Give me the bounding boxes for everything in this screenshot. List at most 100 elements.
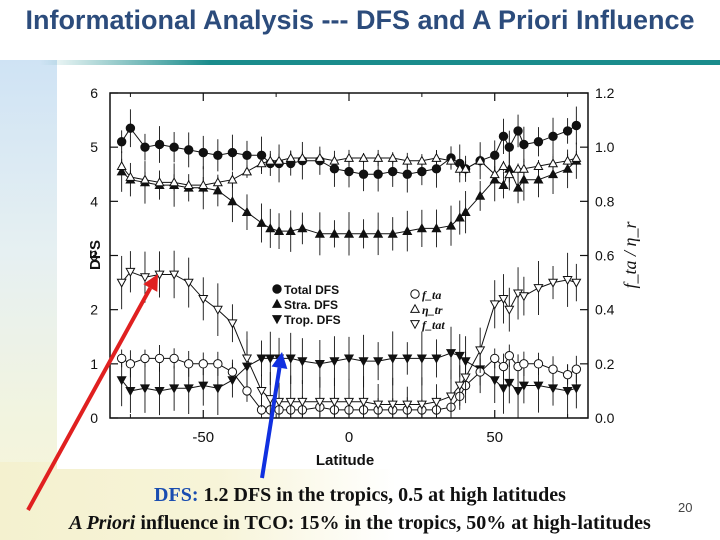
red-arrow — [26, 274, 158, 511]
y2-axis-label: f_ta / η_r — [620, 221, 640, 289]
legend-label: f_tat — [422, 318, 445, 332]
data-point — [329, 397, 340, 407]
data-point — [139, 174, 151, 184]
background-band-left — [0, 60, 57, 540]
data-point — [125, 171, 136, 181]
data-point — [213, 359, 223, 369]
data-point — [125, 387, 136, 397]
legend-label: Trop. DFS — [284, 313, 341, 327]
data-point — [169, 384, 180, 394]
data-point — [329, 357, 340, 367]
data-point — [388, 166, 398, 177]
data-point — [402, 400, 413, 410]
caption-apriori-text: influence in TCO: 15% in the tropics, 50… — [135, 512, 651, 534]
data-point — [498, 361, 509, 372]
data-point — [402, 155, 413, 165]
data-point — [256, 217, 267, 227]
data-point — [445, 392, 457, 402]
y2-tick-label: 0.2 — [595, 356, 615, 372]
data-point — [358, 357, 369, 367]
data-point — [125, 123, 136, 133]
data-point — [212, 185, 223, 195]
y2-tick-label: 1.0 — [595, 139, 615, 155]
data-point — [402, 225, 413, 235]
data-point — [227, 196, 238, 206]
data-point — [125, 359, 136, 369]
data-point — [460, 373, 471, 383]
data-point — [518, 163, 529, 173]
data-point — [475, 346, 486, 356]
legend-label: f_ta — [422, 288, 441, 302]
data-point — [562, 369, 573, 380]
data-point — [256, 387, 267, 397]
y-tick-label: 5 — [90, 139, 98, 155]
data-point — [212, 305, 223, 315]
data-point — [154, 387, 165, 397]
data-point — [183, 278, 194, 288]
data-point — [198, 359, 208, 369]
x-tick-label: -50 — [192, 429, 214, 446]
data-point — [358, 152, 369, 162]
data-point — [512, 163, 524, 173]
data-point — [533, 359, 544, 369]
data-point — [533, 160, 544, 170]
data-point — [256, 158, 267, 168]
data-point — [562, 155, 573, 165]
data-point — [498, 384, 509, 394]
data-point — [571, 152, 582, 162]
data-point — [460, 163, 471, 173]
blue-arrow — [260, 352, 288, 479]
data-point — [431, 223, 442, 233]
data-point — [241, 206, 253, 217]
data-point — [169, 270, 180, 280]
y-tick-label: 4 — [90, 193, 98, 209]
data-point — [504, 169, 515, 179]
data-point — [227, 174, 238, 184]
data-point — [198, 179, 209, 189]
data-point — [125, 267, 136, 277]
data-point — [314, 228, 325, 238]
data-point — [454, 212, 465, 222]
data-point — [169, 177, 180, 187]
legend-right: f_taη_trf_tat — [422, 288, 445, 332]
data-point — [547, 158, 559, 168]
data-point — [373, 228, 384, 238]
data-point — [547, 384, 559, 394]
data-point — [183, 384, 194, 394]
data-point — [297, 223, 308, 233]
data-point — [373, 400, 384, 410]
data-point — [183, 145, 194, 155]
data-point — [212, 177, 223, 187]
legend-label: η_tr — [422, 303, 443, 317]
data-point — [242, 150, 252, 160]
data-point — [139, 273, 151, 283]
data-point — [504, 305, 515, 315]
data-point — [198, 381, 209, 391]
data-point — [116, 278, 127, 288]
data-point — [562, 387, 573, 397]
data-point — [343, 354, 355, 364]
data-point — [198, 294, 209, 305]
legend-marker — [272, 284, 282, 294]
data-point — [329, 228, 340, 238]
data-point — [571, 120, 582, 131]
data-point — [504, 378, 515, 389]
x-tick-label: 0 — [345, 429, 353, 446]
data-point — [116, 353, 127, 364]
data-point — [518, 381, 529, 391]
caption-apriori: A Priori influence in TCO: 15% in the tr… — [0, 512, 720, 535]
legend-label: Total DFS — [284, 283, 339, 297]
data-point — [273, 397, 285, 407]
x-tick-label: 50 — [486, 429, 503, 446]
data-point — [562, 126, 573, 136]
data-point — [489, 300, 500, 310]
legend-marker — [409, 320, 421, 330]
y-axis-label: DFS — [87, 240, 104, 270]
data-point — [513, 126, 523, 136]
data-point — [504, 351, 515, 361]
data-point — [285, 152, 296, 162]
page-number: 20 — [678, 500, 693, 515]
data-point — [548, 131, 558, 142]
x-axis-label: Latitude — [316, 452, 374, 469]
